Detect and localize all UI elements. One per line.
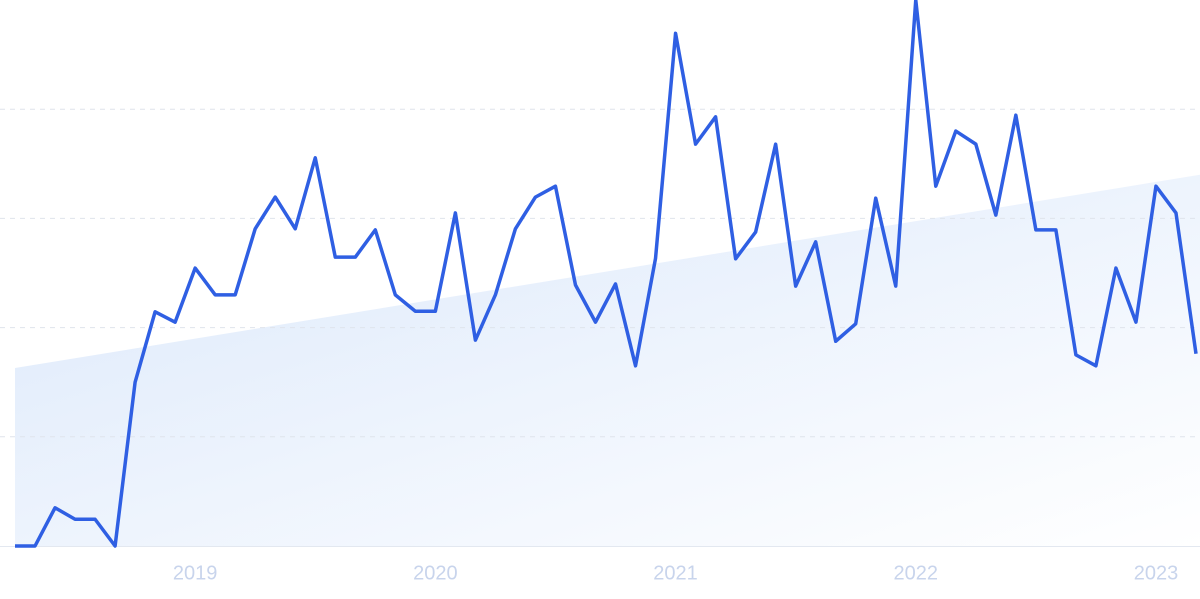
x-tick-label: 2021: [653, 562, 698, 584]
trend-area: [15, 174, 1200, 546]
x-tick-label: 2022: [894, 562, 939, 584]
x-tick-label: 2023: [1134, 562, 1179, 584]
x-tick-label: 2020: [413, 562, 458, 584]
x-tick-label: 2019: [173, 562, 218, 584]
data-line: [15, 0, 1198, 548]
